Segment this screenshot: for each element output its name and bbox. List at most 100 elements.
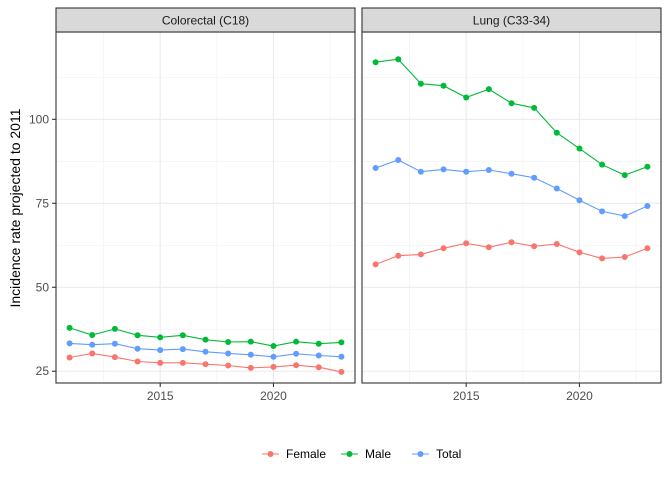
data-point-female xyxy=(134,358,141,365)
data-point-total xyxy=(293,350,300,357)
data-point-total xyxy=(417,168,424,175)
data-point-total xyxy=(202,348,209,355)
data-point-male xyxy=(134,332,141,339)
x-tick-label: 2020 xyxy=(566,389,593,403)
y-tick-label: 75 xyxy=(36,196,50,210)
legend-item-female: Female xyxy=(262,447,326,461)
data-point-female xyxy=(202,361,209,368)
data-point-male xyxy=(111,325,118,332)
data-point-total xyxy=(553,185,560,192)
y-tick-label: 25 xyxy=(36,364,50,378)
y-tick-label: 50 xyxy=(36,280,50,294)
data-point-female xyxy=(463,240,470,247)
panel-title: Lung (C33-34) xyxy=(473,14,550,28)
data-point-total xyxy=(179,346,186,353)
data-point-total xyxy=(599,208,606,215)
data-point-male xyxy=(644,163,651,170)
data-point-total xyxy=(531,174,538,181)
legend-label: Female xyxy=(286,447,326,461)
series-line-total xyxy=(375,159,648,217)
panel-title: Colorectal (C18) xyxy=(162,14,249,28)
data-point-male xyxy=(599,161,606,168)
data-point-female xyxy=(247,364,254,371)
panels: Colorectal (C18) 2015 2020 Lung (C33-34) 201… xyxy=(29,7,662,403)
data-point-male xyxy=(576,145,583,152)
data-point-total xyxy=(576,197,583,204)
data-point-total xyxy=(644,202,651,209)
data-point-male xyxy=(225,339,232,346)
x-tick-label: 2020 xyxy=(260,389,287,403)
legend-label: Total xyxy=(436,447,461,461)
legend-key-point xyxy=(267,451,274,457)
data-point-total xyxy=(247,351,254,358)
data-point-female xyxy=(315,364,322,371)
data-point-total xyxy=(508,170,515,177)
panel-border xyxy=(361,31,662,384)
data-point-male xyxy=(247,338,254,345)
panel-1: Lung (C33-34) 2015 2020 xyxy=(361,7,662,403)
legend-item-male: Male xyxy=(341,447,391,461)
series-line-male xyxy=(375,58,648,176)
data-point-male xyxy=(485,86,492,93)
data-point-female xyxy=(508,239,515,246)
legend-item-total: Total xyxy=(412,447,461,461)
x-tick-label: 2015 xyxy=(453,389,480,403)
data-point-female xyxy=(270,363,277,370)
series-line-female xyxy=(375,241,648,265)
data-point-male xyxy=(553,129,560,136)
x-tick-label: 2015 xyxy=(147,389,174,403)
legend-label: Male xyxy=(365,447,391,461)
data-point-male xyxy=(89,331,96,338)
data-point-male xyxy=(66,324,73,331)
data-point-female xyxy=(111,354,118,361)
legend-key-point xyxy=(417,451,424,457)
data-point-male xyxy=(202,336,209,343)
y-tick-label: 100 xyxy=(29,112,49,126)
legend-key-point xyxy=(346,451,353,457)
data-point-total xyxy=(372,165,379,172)
data-point-male xyxy=(463,94,470,101)
data-point-total xyxy=(270,353,277,360)
data-point-male xyxy=(395,56,402,63)
data-point-male xyxy=(179,332,186,339)
data-point-total xyxy=(440,166,447,173)
data-point-female xyxy=(338,368,345,375)
data-point-male xyxy=(157,334,164,341)
data-point-female xyxy=(621,254,628,261)
panel-0: Colorectal (C18) 2015 2020 xyxy=(55,7,356,403)
data-point-female xyxy=(644,245,651,252)
data-point-female xyxy=(531,243,538,250)
data-point-female xyxy=(576,249,583,256)
data-point-male xyxy=(270,343,277,350)
data-point-female xyxy=(293,362,300,369)
data-point-total xyxy=(134,345,141,352)
data-point-female xyxy=(553,240,560,247)
data-point-total xyxy=(225,350,232,357)
panel-strip xyxy=(361,7,662,33)
data-point-male xyxy=(293,338,300,345)
data-point-female xyxy=(225,362,232,369)
data-point-female xyxy=(417,251,424,258)
data-point-female xyxy=(66,354,73,361)
data-point-male xyxy=(338,339,345,346)
data-point-male xyxy=(531,104,538,111)
data-point-female xyxy=(395,252,402,259)
data-point-total xyxy=(395,156,402,163)
data-point-male xyxy=(621,172,628,179)
data-point-female xyxy=(485,244,492,251)
data-point-female xyxy=(440,245,447,252)
data-point-total xyxy=(338,353,345,360)
data-point-total xyxy=(485,167,492,174)
panel-border xyxy=(55,31,356,384)
data-point-total xyxy=(157,347,164,354)
data-point-male xyxy=(440,82,447,89)
data-point-total xyxy=(89,341,96,348)
data-point-female xyxy=(89,350,96,357)
data-point-female xyxy=(179,359,186,366)
data-point-male xyxy=(315,340,322,347)
data-point-male xyxy=(372,59,379,66)
data-point-total xyxy=(621,213,628,220)
data-point-female xyxy=(372,261,379,268)
panel-strip xyxy=(55,7,356,33)
data-point-male xyxy=(508,100,515,107)
